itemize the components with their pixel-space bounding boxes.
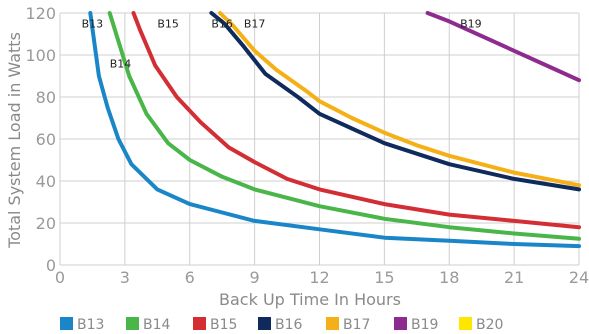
y-tick-label: 100 xyxy=(25,46,56,65)
series-line-b15 xyxy=(131,11,581,230)
grid xyxy=(59,12,580,266)
legend-item-b15: B15 xyxy=(193,317,237,333)
series-label-b17: B17 xyxy=(244,18,266,31)
legend-item-b17: B17 xyxy=(326,317,370,333)
series-label-b14: B14 xyxy=(110,58,132,71)
y-tick-label: 40 xyxy=(36,172,56,191)
legend-label: B16 xyxy=(275,317,303,333)
legend-item-b19: B19 xyxy=(394,317,438,333)
legend-label: B20 xyxy=(476,317,503,333)
series-labels: B13 B14 B15 B16 B17 B19 xyxy=(82,18,482,71)
y-tick-label: 120 xyxy=(25,4,56,23)
legend-swatch xyxy=(459,317,472,330)
series-line-b17 xyxy=(218,11,581,188)
x-axis-ticks: 0 3 6 9 12 15 18 21 24 xyxy=(55,268,589,287)
legend-item-b20: B20 xyxy=(459,317,503,333)
legend-swatch xyxy=(60,317,73,330)
legend-swatch xyxy=(193,317,206,330)
x-tick-label: 18 xyxy=(439,268,459,287)
legend-label: B13 xyxy=(77,317,104,333)
legend-label: B14 xyxy=(143,317,171,333)
series-lines xyxy=(88,11,581,249)
series-label-b13: B13 xyxy=(82,18,104,31)
legend-label: B15 xyxy=(210,317,237,333)
series-line-b19 xyxy=(425,11,581,83)
x-tick-label: 15 xyxy=(374,268,394,287)
series-label-b19: B19 xyxy=(460,18,482,31)
legend-item-b13: B13 xyxy=(60,317,104,333)
x-tick-label: 3 xyxy=(120,268,130,287)
x-tick-label: 9 xyxy=(250,268,260,287)
series-line-b13 xyxy=(88,11,581,249)
legend-swatch xyxy=(258,317,271,330)
x-tick-label: 0 xyxy=(55,268,65,287)
y-tick-label: 60 xyxy=(36,130,56,149)
series-label-b15: B15 xyxy=(157,18,179,31)
legend: B13 B14 B15 B16 B17 B19 B20 xyxy=(60,317,503,333)
x-tick-label: 24 xyxy=(569,268,589,287)
x-tick-label: 12 xyxy=(309,268,329,287)
legend-swatch xyxy=(326,317,339,330)
legend-item-b14: B14 xyxy=(126,317,171,333)
legend-swatch xyxy=(394,317,407,330)
legend-label: B17 xyxy=(343,317,370,333)
legend-item-b16: B16 xyxy=(258,317,303,333)
x-tick-label: 21 xyxy=(504,268,524,287)
x-axis-title: Back Up Time In Hours xyxy=(219,290,401,309)
y-tick-label: 20 xyxy=(36,214,56,233)
legend-label: B19 xyxy=(411,317,438,333)
y-axis-title: Total System Load in Watts xyxy=(5,32,24,249)
y-tick-label: 80 xyxy=(36,88,56,107)
legend-swatch xyxy=(126,317,139,330)
y-axis-ticks: 0 20 40 60 80 100 120 xyxy=(25,4,56,275)
x-tick-label: 6 xyxy=(185,268,195,287)
y-tick-label: 0 xyxy=(46,256,56,275)
series-label-b16: B16 xyxy=(211,18,233,31)
series-line-b14 xyxy=(107,11,581,241)
series-line-b16 xyxy=(209,11,581,192)
